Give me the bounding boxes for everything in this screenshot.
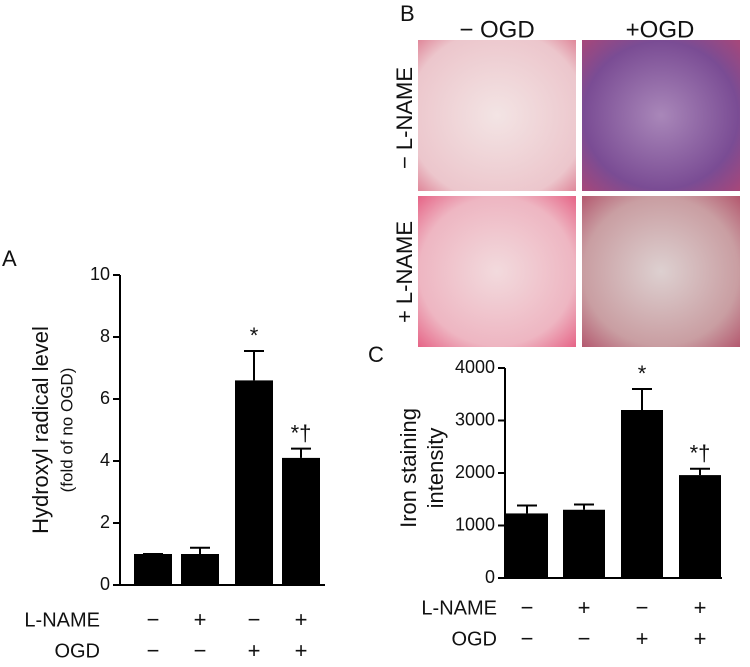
factor-level: + [194, 607, 207, 632]
y-tick-label: 8 [100, 326, 110, 346]
error-bar [517, 504, 537, 514]
panel-b: B − OGD +OGD − L-NAME + L-NAME [392, 1, 740, 347]
y-axis-label: Hydroxyl radical level [28, 326, 53, 534]
factor-level: + [694, 626, 707, 651]
bar [506, 513, 548, 578]
annotation: *† [291, 420, 312, 445]
bar [621, 410, 663, 578]
bar [235, 380, 273, 585]
error-bar [632, 388, 652, 410]
y-tick-label: 1000 [455, 514, 495, 534]
micrograph [582, 196, 740, 347]
bar [563, 509, 605, 578]
factor-level: − [521, 595, 534, 620]
factor-level: + [636, 626, 649, 651]
factor-label: L-NAME [421, 597, 497, 619]
micrograph [582, 40, 740, 191]
micrograph [418, 40, 576, 191]
factor-label: L-NAME [24, 609, 100, 631]
factor-level: − [578, 626, 591, 651]
bar [134, 554, 172, 585]
factor-level: + [295, 607, 308, 632]
y-axis-label: Iron staining [396, 408, 421, 528]
factor-level: − [147, 638, 160, 662]
factor-level: + [248, 638, 261, 662]
factor-level: − [521, 626, 534, 651]
panel-label: C [368, 342, 384, 367]
annotation: *† [690, 441, 711, 466]
y-tick-label: 2000 [455, 462, 495, 482]
factor-level: + [694, 595, 707, 620]
micrograph [418, 196, 576, 347]
y-tick-label: 0 [485, 567, 495, 587]
factor-level: − [636, 595, 649, 620]
column-label: − OGD [459, 16, 534, 43]
factor-label: OGD [451, 628, 497, 650]
annotation: * [638, 361, 647, 386]
factor-label: OGD [54, 640, 100, 662]
error-bar [690, 467, 710, 476]
y-tick-label: 6 [100, 388, 110, 408]
y-axis-label: (fold of no OGD) [57, 368, 76, 493]
factor-level: − [248, 607, 261, 632]
panel-label: A [2, 246, 17, 271]
row-label: − L-NAME [392, 67, 417, 169]
bar [679, 475, 721, 578]
bar [282, 457, 320, 585]
error-bar [244, 349, 264, 381]
error-bar [190, 546, 210, 554]
y-tick-label: 4000 [455, 357, 495, 377]
factor-level: − [147, 607, 160, 632]
y-axis-label: intensity [423, 428, 448, 509]
panel-label: B [400, 1, 415, 26]
y-tick-label: 10 [90, 264, 110, 284]
y-tick-label: 3000 [455, 409, 495, 429]
annotation: * [250, 323, 259, 348]
factor-level: + [578, 595, 591, 620]
y-tick-label: 4 [100, 450, 110, 470]
y-tick-label: 0 [100, 574, 110, 594]
factor-level: − [194, 638, 207, 662]
column-label: +OGD [626, 16, 695, 43]
error-bar [574, 503, 594, 510]
factor-level: + [295, 638, 308, 662]
row-label: + L-NAME [392, 221, 417, 323]
bar [181, 554, 219, 585]
error-bar [291, 447, 311, 458]
y-tick-label: 2 [100, 512, 110, 532]
